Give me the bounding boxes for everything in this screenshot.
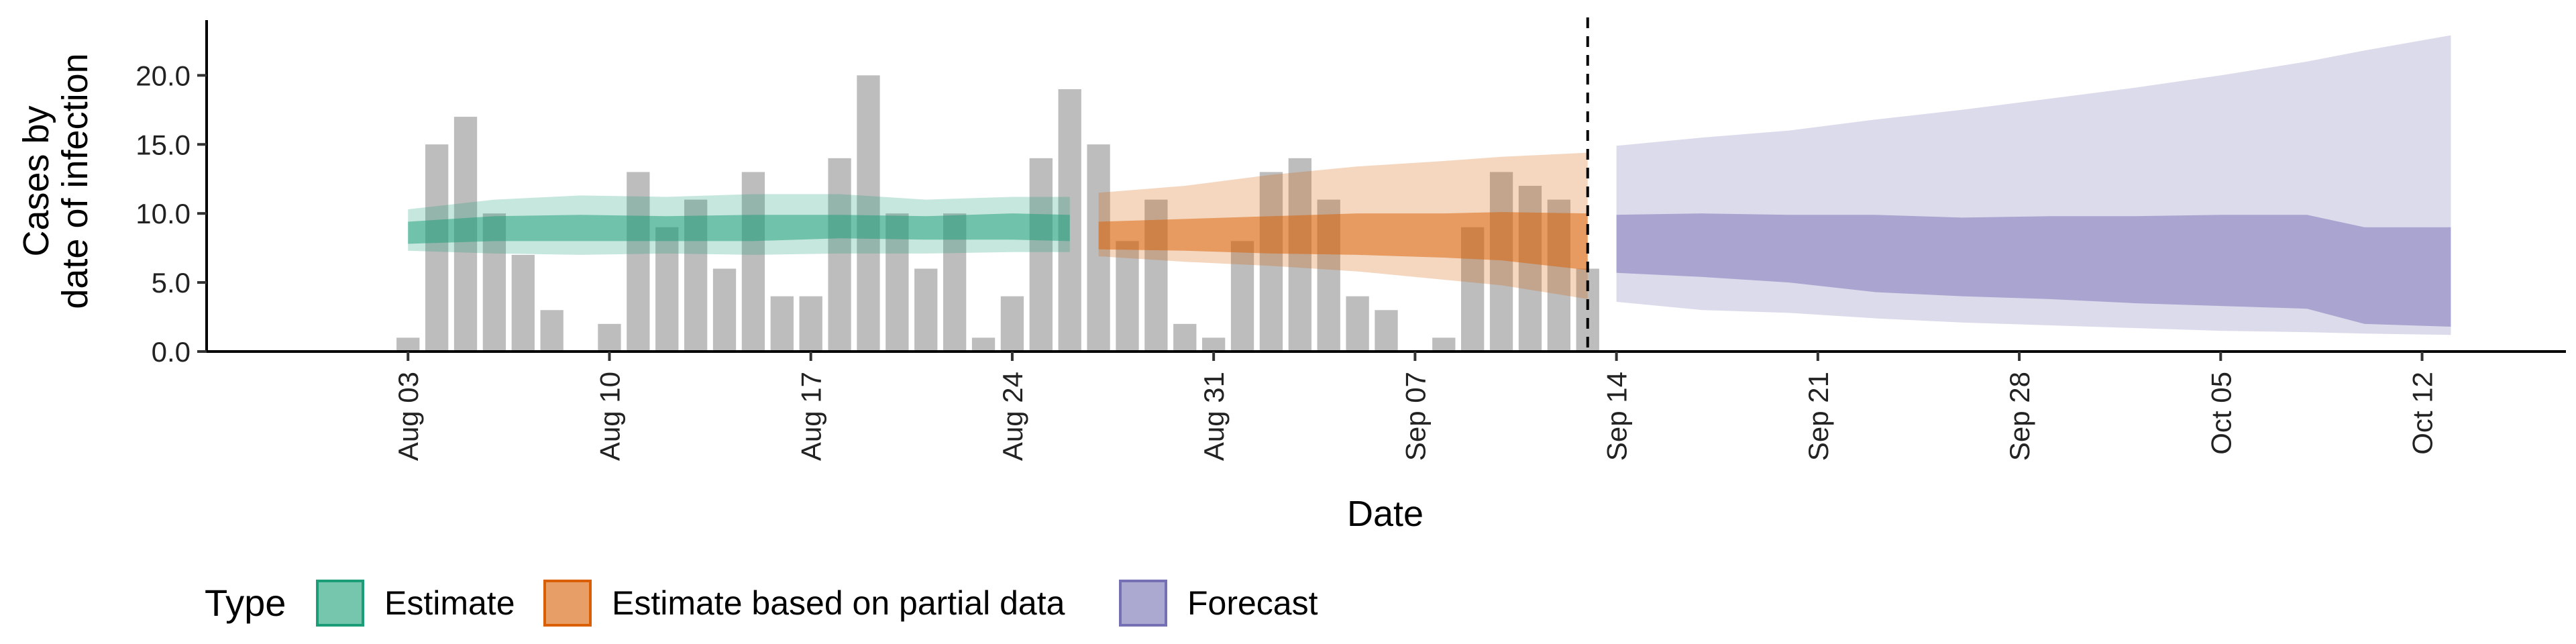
case-bar	[1029, 158, 1053, 352]
y-tick-label: 5.0	[152, 267, 191, 299]
case-bar	[1116, 241, 1139, 352]
legend-label-forecast: Forecast	[1187, 584, 1318, 622]
axes: 0.0 5.0 10.0 15.0 20.0 Aug 03 Aug 10 Aug 17 Aug …	[136, 20, 2566, 461]
case-bar	[1489, 172, 1513, 352]
case-bar	[857, 75, 880, 352]
case-bar	[598, 323, 621, 352]
case-bar	[1432, 337, 1456, 352]
x-tick-label: Sep 14	[1601, 372, 1633, 461]
case-bar	[1346, 296, 1369, 352]
band-50-estimate	[408, 213, 1070, 244]
legend-label-estimate: Estimate	[384, 584, 515, 622]
x-axis-title: Date	[1347, 494, 1424, 534]
x-tick-label: Aug 03	[392, 372, 424, 461]
x-tick-label: Aug 24	[997, 372, 1028, 461]
x-tick-label: Oct 05	[2205, 372, 2237, 455]
case-bar	[1375, 310, 1398, 352]
legend-title: Type	[205, 582, 286, 624]
x-tick-label: Aug 31	[1198, 372, 1230, 461]
legend-swatch-forecast	[1119, 580, 1167, 627]
case-bar	[396, 337, 420, 352]
case-bar	[627, 172, 650, 352]
y-tick-label: 10.0	[136, 198, 191, 229]
legend-swatch-estimate	[316, 580, 364, 627]
case-bar	[655, 227, 679, 352]
legend: Type Estimate Estimate based on partial …	[205, 580, 1318, 627]
case-bar	[828, 158, 851, 352]
case-bar	[712, 268, 737, 352]
x-tick-label: Sep 21	[1803, 372, 1834, 461]
case-bar	[971, 337, 996, 352]
case-bar	[1000, 296, 1024, 352]
y-tick-label: 15.0	[136, 129, 191, 160]
case-bar	[511, 254, 535, 352]
case-bar	[770, 296, 794, 352]
case-bar	[1288, 158, 1311, 352]
x-tick-label: Aug 10	[594, 372, 625, 461]
legend-label-partial: Estimate based on partial data	[612, 584, 1065, 622]
case-bar	[1173, 323, 1197, 352]
y-axis-title: Cases by date of infection	[16, 53, 95, 309]
case-bar	[1259, 172, 1283, 352]
case-bar	[425, 144, 449, 352]
case-bar	[1202, 337, 1226, 352]
y-axis-title-line-2: date of infection	[55, 53, 95, 309]
legend-swatch-partial	[543, 580, 592, 627]
case-bar	[1230, 241, 1254, 352]
x-tick-label: Oct 12	[2407, 372, 2438, 455]
y-tick-label: 20.0	[136, 60, 191, 91]
band-50-partial	[1098, 212, 1588, 270]
estimate-bands	[408, 35, 2451, 335]
x-tick-label: Sep 07	[1399, 372, 1431, 461]
y-axis-title-line-1: Cases by	[16, 105, 56, 256]
case-bar	[540, 310, 564, 352]
case-bar	[914, 268, 938, 352]
band-50-forecast	[1616, 213, 2451, 327]
case-bar	[799, 296, 822, 352]
y-tick-label: 0.0	[152, 336, 191, 368]
case-bar	[741, 172, 765, 352]
x-tick-label: Sep 28	[2004, 372, 2035, 461]
x-tick-label: Aug 17	[796, 372, 827, 461]
